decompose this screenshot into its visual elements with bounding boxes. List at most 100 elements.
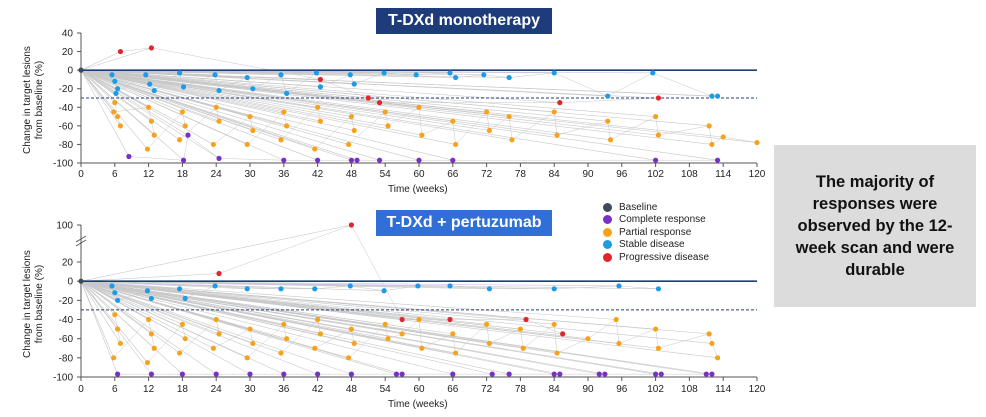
trajectory-line <box>80 69 718 97</box>
data-point-partial <box>486 127 493 134</box>
data-point-progressive <box>117 48 124 55</box>
trajectory-line <box>80 224 352 282</box>
x-tick-label: 90 <box>582 384 594 395</box>
trajectory-line <box>80 280 555 325</box>
trajectory-line <box>183 74 216 88</box>
data-point-partial <box>244 141 250 148</box>
trajectory-line <box>80 280 183 375</box>
data-point-complete <box>557 371 563 377</box>
data-point-complete <box>450 371 456 377</box>
data-point-partial <box>385 123 391 129</box>
trajectory-line <box>655 329 659 349</box>
trajectory-line <box>113 107 149 113</box>
x-axis-label-monotherapy: Time (weeks) <box>388 184 448 195</box>
trajectory-line <box>80 69 456 145</box>
trajectory-line <box>151 47 321 80</box>
x-tick-label: 114 <box>715 384 731 395</box>
trajectory-line <box>80 280 710 335</box>
data-point-partial <box>419 345 425 351</box>
data-point-stable <box>250 86 256 92</box>
trajectory-line <box>348 111 386 145</box>
data-point-partial <box>247 113 253 120</box>
data-point-partial <box>213 104 219 110</box>
data-point-progressive <box>376 100 383 106</box>
data-point-partial <box>182 336 188 342</box>
x-tick-label: 12 <box>143 384 155 395</box>
data-point-partial <box>720 134 726 140</box>
data-point-stable <box>148 295 155 302</box>
trajectory-line <box>252 74 282 89</box>
data-point-stable <box>709 93 715 99</box>
data-point-partial <box>655 132 662 138</box>
x-tick-label: 0 <box>78 169 84 180</box>
legend-marker-progressive <box>603 252 612 262</box>
trajectory-line <box>610 116 656 141</box>
data-point-complete <box>354 157 360 163</box>
data-point-partial <box>179 321 185 327</box>
data-point-stable <box>655 286 662 292</box>
x-tick-label: 72 <box>481 169 493 180</box>
data-point-progressive <box>447 316 453 323</box>
trajectory-line <box>80 280 352 375</box>
data-point-partial <box>419 132 425 138</box>
trajectory-line <box>80 69 608 122</box>
data-point-stable <box>182 295 188 302</box>
data-point-complete <box>709 371 715 377</box>
trajectory-line <box>652 72 713 97</box>
data-point-partial <box>278 137 284 143</box>
trajectory-line <box>384 72 417 76</box>
series-partial <box>111 100 760 152</box>
trajectory-line <box>483 74 510 78</box>
data-point-stable <box>381 288 387 294</box>
data-point-partial <box>345 355 352 361</box>
data-point-partial <box>453 350 459 356</box>
data-point-complete <box>393 371 400 377</box>
data-point-complete <box>348 371 354 377</box>
trajectory-line <box>80 280 217 375</box>
data-point-complete <box>179 371 185 377</box>
trajectory-line <box>80 280 521 330</box>
trajectory-line <box>587 319 617 339</box>
trajectory-line <box>418 107 423 136</box>
data-point-stable <box>481 72 487 78</box>
legend-item-baseline: Baseline <box>603 201 709 214</box>
trajectory-line <box>351 224 403 320</box>
y-tick-label: -100 <box>53 159 73 170</box>
axis-break-mark <box>75 235 87 247</box>
trajectory-line <box>354 72 385 85</box>
data-point-stable <box>180 84 187 90</box>
trajectory-line <box>80 280 284 375</box>
x-tick-label: 96 <box>616 384 628 395</box>
data-point-complete <box>281 157 287 163</box>
trajectory-line <box>80 69 510 78</box>
data-point-partial <box>551 109 557 115</box>
chart-title-pertuzumab: T-DXd + pertuzumab <box>376 210 552 236</box>
data-point-stable <box>176 286 183 292</box>
patient-trajectory-lines <box>80 47 758 161</box>
series-progressive <box>216 222 566 337</box>
trajectory-line <box>80 273 220 282</box>
data-point-partial <box>607 137 614 143</box>
panel-monotherapy: 40 20 0 -20 -40 -60 -80 -100 0 6 12 18 24 30 36 42 48 54 6… <box>53 29 766 181</box>
data-point-progressive <box>655 95 662 101</box>
data-point-partial <box>399 331 405 337</box>
data-point-complete <box>115 371 121 377</box>
trajectory-line <box>618 328 656 344</box>
legend-item-partial: Partial response <box>603 226 709 239</box>
series-stable <box>109 283 662 303</box>
data-point-progressive <box>523 316 529 323</box>
data-point-partial <box>554 132 560 138</box>
x-axis-label-pertuzumab: Time (weeks) <box>388 399 448 410</box>
y-axis-label-pertuzumab: Change in target lesions from baseline (… <box>22 250 45 358</box>
trajectory-line <box>80 69 490 131</box>
x-tick-label: 42 <box>312 384 324 395</box>
trajectory-line <box>508 116 513 140</box>
trajectory-line <box>147 111 183 150</box>
trajectory-line <box>314 328 352 349</box>
data-point-complete <box>658 371 664 377</box>
y-tick-label: -80 <box>59 140 74 151</box>
data-point-stable <box>616 283 622 289</box>
x-tick-label: 78 <box>515 384 527 395</box>
trajectory-line <box>80 69 121 127</box>
chart-legend: Baseline Complete response Partial respo… <box>603 201 709 264</box>
